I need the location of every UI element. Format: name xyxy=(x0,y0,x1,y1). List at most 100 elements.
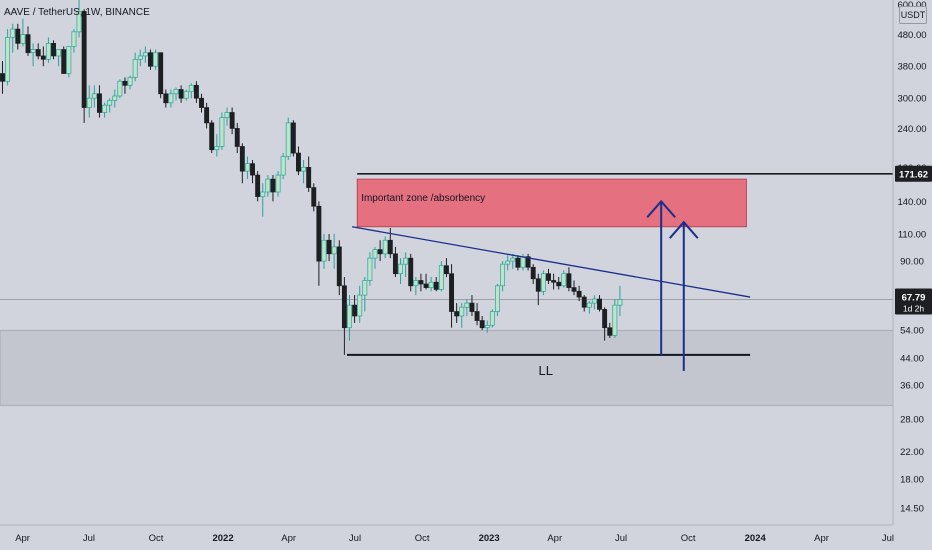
candle[interactable] xyxy=(408,253,414,292)
candle[interactable] xyxy=(153,49,159,70)
up-arrow[interactable] xyxy=(646,199,676,355)
candle[interactable] xyxy=(117,79,123,99)
candle[interactable] xyxy=(188,83,194,99)
candle[interactable] xyxy=(280,153,286,180)
candle[interactable] xyxy=(229,107,235,135)
candle[interactable] xyxy=(0,60,5,94)
candle[interactable] xyxy=(525,253,531,271)
candle[interactable] xyxy=(239,143,245,184)
candle[interactable] xyxy=(285,117,291,161)
candle[interactable] xyxy=(306,156,312,193)
candle[interactable] xyxy=(250,160,255,184)
candle[interactable] xyxy=(428,277,434,292)
candle[interactable] xyxy=(296,146,301,176)
candle[interactable] xyxy=(127,75,133,90)
candle[interactable] xyxy=(316,201,322,286)
candle[interactable] xyxy=(597,295,602,312)
candle[interactable] xyxy=(76,0,82,38)
candle[interactable] xyxy=(556,277,562,290)
candle[interactable] xyxy=(347,295,352,341)
candle[interactable] xyxy=(352,295,358,323)
candle[interactable] xyxy=(469,295,475,316)
candle[interactable] xyxy=(551,273,557,290)
candle[interactable] xyxy=(540,270,546,296)
candle[interactable] xyxy=(244,156,250,180)
candle[interactable] xyxy=(546,268,551,284)
candle[interactable] xyxy=(372,246,378,269)
candle[interactable] xyxy=(510,253,516,269)
candle[interactable] xyxy=(591,295,597,310)
candle[interactable] xyxy=(234,122,240,154)
candle[interactable] xyxy=(438,261,444,292)
candle[interactable] xyxy=(459,303,465,328)
candle[interactable] xyxy=(581,295,587,312)
candle[interactable] xyxy=(433,277,439,292)
candle[interactable] xyxy=(20,18,26,47)
candle[interactable] xyxy=(81,9,87,123)
candle[interactable] xyxy=(107,98,113,113)
candle[interactable] xyxy=(495,283,500,316)
candle[interactable] xyxy=(137,49,143,67)
time-axis[interactable]: Apr Jul Oct 2022 Apr Jul Oct 2023 Apr Jul Oct 2024 A… xyxy=(15,533,894,544)
candle[interactable] xyxy=(224,107,230,126)
candle[interactable] xyxy=(51,40,56,60)
candle[interactable] xyxy=(10,23,16,53)
candle[interactable] xyxy=(479,315,485,331)
candle[interactable] xyxy=(122,77,128,94)
candle[interactable] xyxy=(148,49,153,70)
currency-button[interactable]: USDT xyxy=(899,6,927,24)
candle[interactable] xyxy=(97,85,102,118)
candle[interactable] xyxy=(193,81,199,103)
candle[interactable] xyxy=(443,258,449,278)
candle[interactable] xyxy=(392,246,398,278)
candle[interactable] xyxy=(403,252,409,278)
candle[interactable] xyxy=(357,285,363,323)
candle[interactable] xyxy=(336,240,342,296)
candle[interactable] xyxy=(505,255,511,271)
candle[interactable] xyxy=(35,43,41,60)
candle[interactable] xyxy=(199,93,204,113)
candle[interactable] xyxy=(112,89,118,108)
candle[interactable] xyxy=(214,134,220,157)
candle[interactable] xyxy=(367,252,373,286)
candle[interactable] xyxy=(30,43,36,67)
candle[interactable] xyxy=(209,120,215,154)
candle[interactable] xyxy=(398,258,403,284)
candle[interactable] xyxy=(617,285,623,316)
candle[interactable] xyxy=(576,285,582,302)
candle[interactable] xyxy=(290,120,296,157)
candle[interactable] xyxy=(571,280,577,296)
candle[interactable] xyxy=(270,175,276,202)
candle[interactable] xyxy=(40,46,46,67)
candle[interactable] xyxy=(449,264,455,328)
candle[interactable] xyxy=(86,85,92,118)
candle[interactable] xyxy=(204,102,210,129)
candle[interactable] xyxy=(341,277,347,355)
candle[interactable] xyxy=(311,183,317,212)
candle[interactable] xyxy=(168,89,174,108)
candle[interactable] xyxy=(535,273,541,306)
candle[interactable] xyxy=(5,29,11,86)
candle[interactable] xyxy=(362,277,368,312)
candle[interactable] xyxy=(413,277,419,296)
candle[interactable] xyxy=(377,240,383,262)
candle[interactable] xyxy=(183,89,189,101)
candle[interactable] xyxy=(56,49,62,67)
candle[interactable] xyxy=(418,273,424,292)
candle[interactable] xyxy=(612,299,618,338)
candle[interactable] xyxy=(25,26,31,56)
candle[interactable] xyxy=(530,264,536,284)
candle[interactable] xyxy=(331,233,337,269)
candle[interactable] xyxy=(484,320,490,333)
candle[interactable] xyxy=(382,236,388,259)
candle[interactable] xyxy=(158,52,164,99)
candle[interactable] xyxy=(500,261,506,292)
candle[interactable] xyxy=(607,322,613,338)
candle[interactable] xyxy=(260,183,266,217)
candle[interactable] xyxy=(586,301,592,314)
candle[interactable] xyxy=(142,46,148,63)
candle[interactable] xyxy=(301,160,307,184)
candle[interactable] xyxy=(71,29,77,53)
candle[interactable] xyxy=(91,85,97,108)
